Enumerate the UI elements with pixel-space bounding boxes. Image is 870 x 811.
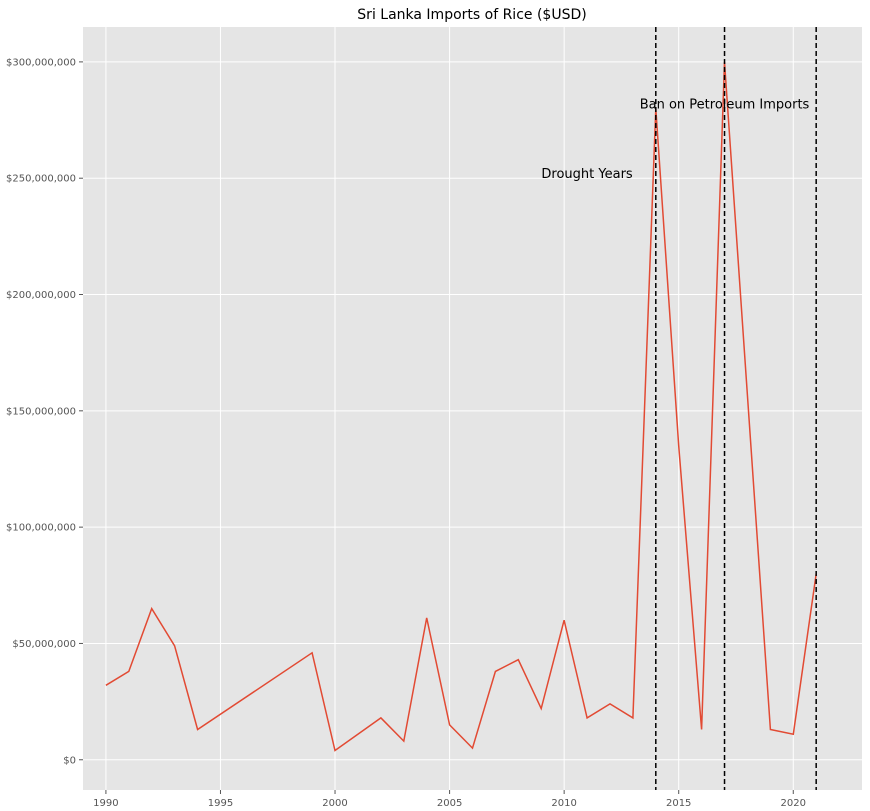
vlines-group [655,27,817,790]
y-tick-label: $150,000,000 [6,406,76,417]
y-tick-label: $100,000,000 [6,523,76,534]
y-tick-label: $250,000,000 [6,174,76,185]
y-tick-label: $200,000,000 [6,290,76,301]
series-line [105,61,817,752]
y-tick-label: $50,000,000 [12,639,76,650]
annotation-label: Ban on Petroleum Imports [640,97,810,112]
annotations-group: Drought Years Ban on Petroleum Imports [541,97,809,182]
y-tick-label: $0 [63,755,76,766]
chart-title: Sri Lanka Imports of Rice ($USD) [357,7,586,23]
x-axis: 1990 1995 2000 2005 2010 2015 2020 [93,790,806,809]
y-tick-label: $300,000,000 [6,57,76,68]
x-tick-label: 2015 [666,798,691,809]
series-group [105,61,817,752]
plot-area [83,27,862,790]
x-tick-label: 1995 [208,798,233,809]
x-tick-label: 2005 [437,798,462,809]
annotation-label: Drought Years [541,167,633,182]
x-tick-label: 2000 [322,798,347,809]
x-tick-label: 2010 [551,798,576,809]
y-axis: $0 $50,000,000 $100,000,000 $150,000,000 $20… [6,57,83,766]
x-tick-label: 2020 [781,798,806,809]
x-tick-label: 1990 [93,798,118,809]
